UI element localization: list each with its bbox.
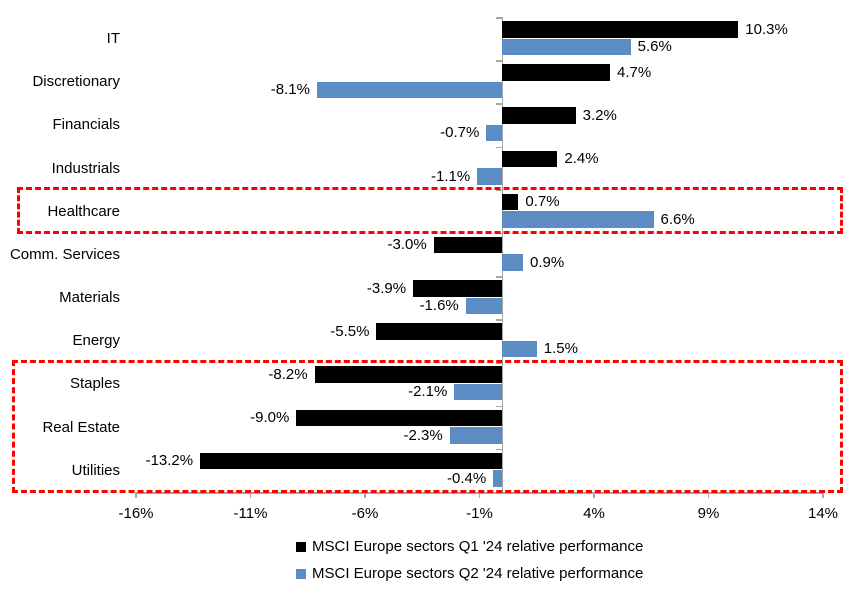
value-label: -8.1% bbox=[270, 81, 310, 99]
value-label: 2.4% bbox=[564, 150, 599, 168]
bar-q2 bbox=[502, 340, 537, 358]
y-axis-category-tick bbox=[496, 276, 503, 278]
legend-label-q1: MSCI Europe sectors Q1 '24 relative perf… bbox=[312, 538, 644, 555]
x-tick-mark bbox=[707, 492, 710, 498]
value-label: -8.2% bbox=[268, 365, 308, 383]
value-label: -1.6% bbox=[419, 297, 459, 315]
category-label: Real Estate bbox=[42, 418, 120, 436]
legend-item-q2: MSCI Europe sectors Q2 '24 relative perf… bbox=[296, 565, 643, 582]
y-axis-category-tick bbox=[496, 189, 503, 192]
category-label: Materials bbox=[59, 289, 120, 307]
bar-q1 bbox=[502, 21, 739, 38]
legend-label-q2: MSCI Europe sectors Q2 '24 relative perf… bbox=[312, 565, 644, 582]
y-axis-category-tick bbox=[496, 60, 503, 62]
x-tick-mark bbox=[135, 492, 137, 498]
bar-q1 bbox=[502, 193, 519, 211]
legend-swatch-q1 bbox=[296, 541, 306, 552]
category-label: Utilities bbox=[71, 461, 120, 479]
value-label: -5.5% bbox=[330, 322, 370, 340]
bar-q2 bbox=[502, 211, 654, 228]
highlight-box bbox=[17, 187, 843, 234]
y-axis-category-tick bbox=[496, 319, 503, 321]
category-label: Financials bbox=[52, 116, 120, 134]
bar-q1 bbox=[502, 107, 576, 124]
value-label: -2.3% bbox=[403, 426, 443, 444]
y-axis-category-tick bbox=[496, 146, 503, 149]
bar-q2 bbox=[493, 470, 503, 487]
category-label: IT bbox=[106, 30, 120, 47]
x-tick-mark bbox=[593, 492, 595, 498]
bar-q2 bbox=[316, 81, 503, 99]
bar-q2 bbox=[502, 38, 631, 55]
bar-q2 bbox=[477, 168, 503, 185]
y-axis-category-tick bbox=[496, 17, 503, 19]
value-label: 0.7% bbox=[525, 193, 560, 211]
x-tick-mark bbox=[364, 492, 366, 498]
category-label: Comm. Services bbox=[9, 245, 120, 263]
bar-q2 bbox=[486, 124, 503, 142]
value-label: 5.6% bbox=[637, 38, 672, 55]
value-label: 1.5% bbox=[543, 340, 578, 358]
value-label: -3.9% bbox=[366, 279, 407, 297]
bar-q1 bbox=[296, 409, 503, 427]
value-label: 4.7% bbox=[617, 63, 652, 81]
category-label: Healthcare bbox=[47, 202, 120, 220]
x-tick-label: 4% bbox=[583, 505, 605, 522]
y-axis-category-tick bbox=[496, 448, 503, 451]
category-label: Industrials bbox=[51, 159, 120, 177]
x-tick-label: -6% bbox=[351, 505, 379, 522]
value-label: 10.3% bbox=[745, 20, 788, 38]
bar-q1 bbox=[200, 452, 503, 470]
legend-item-q1: MSCI Europe sectors Q1 '24 relative perf… bbox=[296, 538, 643, 555]
bar-q2 bbox=[449, 427, 503, 444]
value-label: 0.9% bbox=[530, 253, 565, 271]
x-tick-label: -11% bbox=[233, 505, 268, 522]
x-tick-mark bbox=[822, 492, 824, 498]
bar-q1 bbox=[502, 64, 611, 81]
bar-q1 bbox=[433, 236, 503, 254]
value-label: -0.4% bbox=[447, 469, 487, 487]
value-label: -2.1% bbox=[408, 383, 448, 401]
value-label: -1.1% bbox=[431, 167, 471, 185]
category-label: Staples bbox=[69, 375, 120, 393]
bar-q1 bbox=[502, 150, 558, 168]
x-tick-label: 9% bbox=[697, 505, 720, 522]
value-label: -3.0% bbox=[387, 236, 427, 254]
value-label: -0.7% bbox=[440, 124, 480, 142]
y-axis-category-tick bbox=[496, 362, 503, 364]
x-tick-mark bbox=[249, 492, 252, 498]
highlight-box bbox=[12, 359, 843, 493]
legend-swatch-q2 bbox=[296, 568, 306, 579]
category-label: Energy bbox=[72, 332, 120, 350]
x-tick-label: -16% bbox=[118, 505, 154, 522]
value-label: -13.2% bbox=[145, 452, 194, 470]
x-tick-label: 14% bbox=[807, 505, 839, 522]
value-label: 3.2% bbox=[582, 106, 617, 124]
category-label: Discretionary bbox=[32, 73, 120, 91]
x-tick-label: -1% bbox=[466, 505, 493, 522]
y-axis-category-tick bbox=[496, 405, 503, 408]
value-label: 6.6% bbox=[660, 210, 695, 228]
x-tick-mark bbox=[478, 492, 481, 498]
bar-q1 bbox=[413, 280, 503, 297]
bar-q2 bbox=[502, 254, 523, 271]
bar-q1 bbox=[376, 323, 503, 340]
y-axis-category-tick bbox=[496, 103, 503, 105]
bar-q2 bbox=[454, 383, 503, 401]
bar-q1 bbox=[314, 366, 503, 383]
bar-q2 bbox=[465, 297, 503, 315]
value-label: -9.0% bbox=[250, 409, 290, 427]
